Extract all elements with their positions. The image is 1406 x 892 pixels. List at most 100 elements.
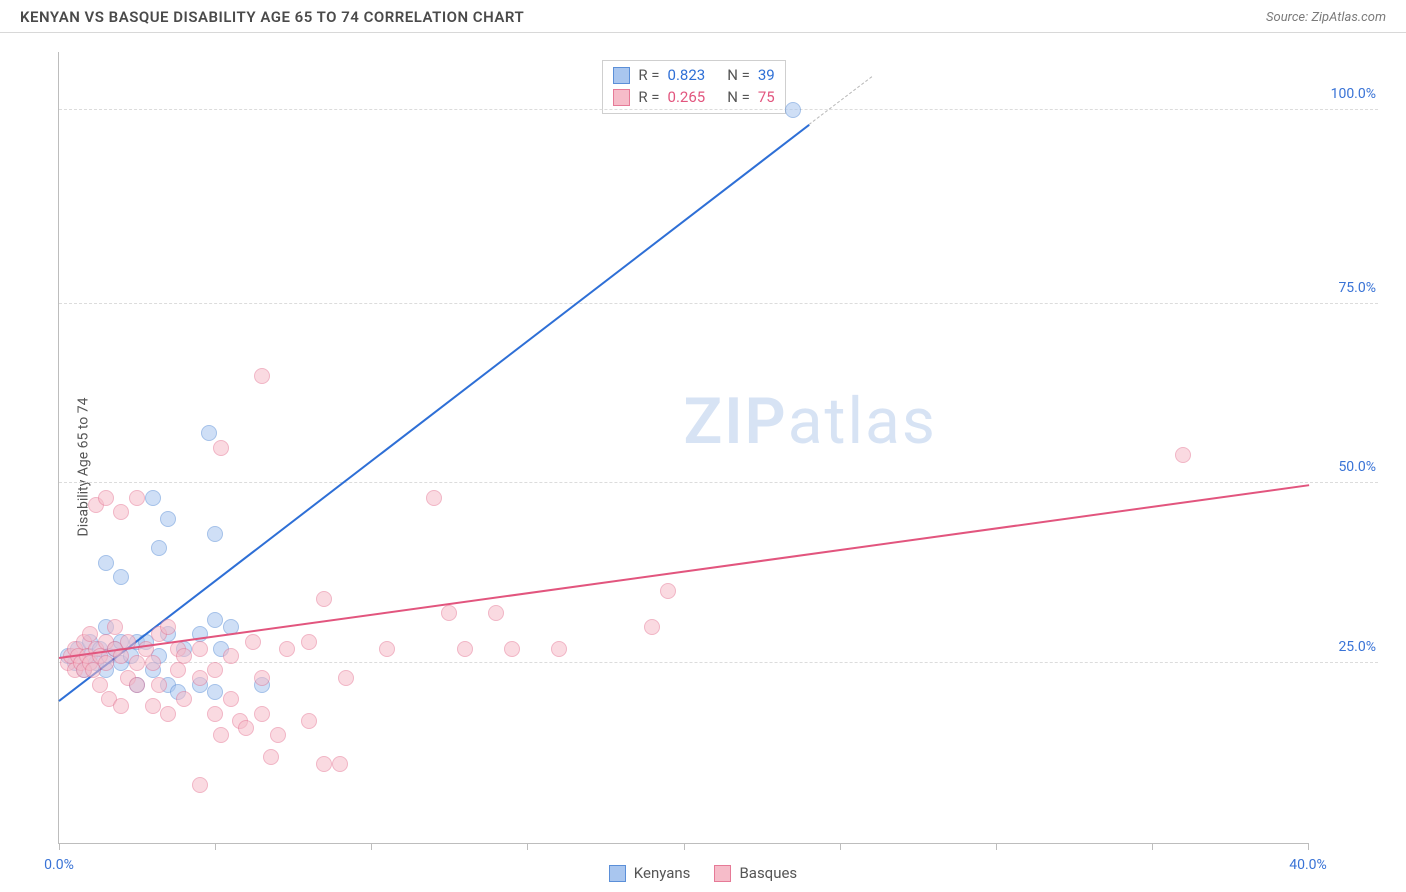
scatter-point bbox=[201, 425, 217, 441]
scatter-point bbox=[316, 591, 332, 607]
source-name: ZipAtlas.com bbox=[1311, 10, 1386, 25]
scatter-point bbox=[151, 540, 167, 556]
x-tick bbox=[1152, 843, 1153, 850]
watermark-rest: atlas bbox=[788, 384, 937, 459]
x-tick bbox=[684, 843, 685, 850]
scatter-point bbox=[301, 634, 317, 650]
scatter-point bbox=[332, 756, 348, 772]
scatter-point bbox=[254, 368, 270, 384]
scatter-point bbox=[145, 655, 161, 671]
scatter-point bbox=[207, 612, 223, 628]
scatter-point bbox=[441, 605, 457, 621]
source-prefix: Source: bbox=[1266, 10, 1311, 25]
legend-swatch-icon bbox=[609, 865, 626, 882]
scatter-point bbox=[129, 655, 145, 671]
chart-area: Disability Age 65 to 74 ZIPatlas R = 0.8… bbox=[0, 42, 1406, 892]
stat-n-value: 39 bbox=[758, 65, 775, 87]
legend-item: Basques bbox=[714, 864, 797, 882]
bottom-legend: Kenyans Basques bbox=[0, 864, 1406, 882]
scatter-point bbox=[785, 102, 801, 118]
x-tick bbox=[215, 843, 216, 850]
scatter-point bbox=[107, 619, 123, 635]
legend-label: Kenyans bbox=[634, 864, 691, 882]
scatter-point bbox=[457, 641, 473, 657]
stat-r-value: 0.265 bbox=[668, 87, 706, 109]
scatter-point bbox=[223, 691, 239, 707]
scatter-point bbox=[551, 641, 567, 657]
trend-line-extension bbox=[809, 77, 872, 125]
scatter-point bbox=[207, 706, 223, 722]
trend-line bbox=[59, 484, 1309, 659]
scatter-point bbox=[98, 655, 114, 671]
scatter-point bbox=[213, 727, 229, 743]
scatter-point bbox=[223, 648, 239, 664]
scatter-point bbox=[263, 749, 279, 765]
scatter-point bbox=[113, 569, 129, 585]
scatter-point bbox=[98, 490, 114, 506]
scatter-point bbox=[160, 511, 176, 527]
legend-swatch-icon bbox=[613, 89, 630, 106]
scatter-point bbox=[151, 677, 167, 693]
scatter-point bbox=[488, 605, 504, 621]
scatter-point bbox=[426, 490, 442, 506]
scatter-point bbox=[192, 670, 208, 686]
y-tick-label: 25.0% bbox=[1338, 639, 1378, 655]
scatter-point bbox=[207, 684, 223, 700]
y-tick-label: 50.0% bbox=[1338, 459, 1378, 475]
scatter-point bbox=[129, 677, 145, 693]
scatter-point bbox=[338, 670, 354, 686]
x-tick bbox=[527, 843, 528, 850]
legend-item: Kenyans bbox=[609, 864, 691, 882]
scatter-point bbox=[504, 641, 520, 657]
scatter-point bbox=[301, 713, 317, 729]
scatter-point bbox=[192, 641, 208, 657]
stat-r-label: R = bbox=[638, 65, 659, 87]
trend-line bbox=[58, 124, 809, 702]
scatter-point bbox=[170, 662, 186, 678]
scatter-point bbox=[176, 691, 192, 707]
scatter-point bbox=[145, 490, 161, 506]
scatter-point bbox=[254, 706, 270, 722]
scatter-point bbox=[1175, 447, 1191, 463]
scatter-point bbox=[245, 634, 261, 650]
scatter-point bbox=[207, 662, 223, 678]
x-tick bbox=[1308, 843, 1309, 850]
watermark: ZIPatlas bbox=[684, 384, 937, 459]
scatter-point bbox=[176, 648, 192, 664]
x-tick bbox=[371, 843, 372, 850]
chart-header: KENYAN VS BASQUE DISABILITY AGE 65 TO 74… bbox=[0, 0, 1406, 33]
scatter-point bbox=[207, 526, 223, 542]
watermark-bold: ZIP bbox=[684, 384, 788, 459]
scatter-point bbox=[660, 583, 676, 599]
stats-row: R = 0.265N = 75 bbox=[613, 87, 774, 109]
stats-legend-box: R = 0.823 N = 39R = 0.265N = 75 bbox=[602, 60, 785, 114]
chart-title: KENYAN VS BASQUE DISABILITY AGE 65 TO 74… bbox=[20, 8, 524, 26]
scatter-point bbox=[213, 440, 229, 456]
stat-n-label: N = bbox=[727, 65, 750, 87]
x-tick bbox=[840, 843, 841, 850]
x-tick bbox=[59, 843, 60, 850]
scatter-point bbox=[113, 504, 129, 520]
scatter-point bbox=[238, 720, 254, 736]
scatter-point bbox=[192, 777, 208, 793]
stat-r-label: R = bbox=[638, 87, 659, 109]
y-tick-label: 75.0% bbox=[1338, 280, 1378, 296]
scatter-point bbox=[254, 670, 270, 686]
scatter-point bbox=[379, 641, 395, 657]
scatter-point bbox=[644, 619, 660, 635]
scatter-point bbox=[160, 706, 176, 722]
scatter-point bbox=[145, 698, 161, 714]
scatter-point bbox=[129, 490, 145, 506]
scatter-point bbox=[279, 641, 295, 657]
gridline-h bbox=[59, 303, 1378, 304]
scatter-point bbox=[98, 555, 114, 571]
stats-row: R = 0.823 N = 39 bbox=[613, 65, 774, 87]
y-tick-label: 100.0% bbox=[1331, 86, 1378, 102]
plot-region: ZIPatlas R = 0.823N = 39R = 0.265N = 75 … bbox=[58, 52, 1308, 844]
scatter-point bbox=[160, 619, 176, 635]
scatter-point bbox=[270, 727, 286, 743]
legend-swatch-icon bbox=[613, 67, 630, 84]
stat-r-value: 0.823 bbox=[668, 65, 706, 87]
gridline-h bbox=[59, 662, 1378, 663]
scatter-point bbox=[316, 756, 332, 772]
